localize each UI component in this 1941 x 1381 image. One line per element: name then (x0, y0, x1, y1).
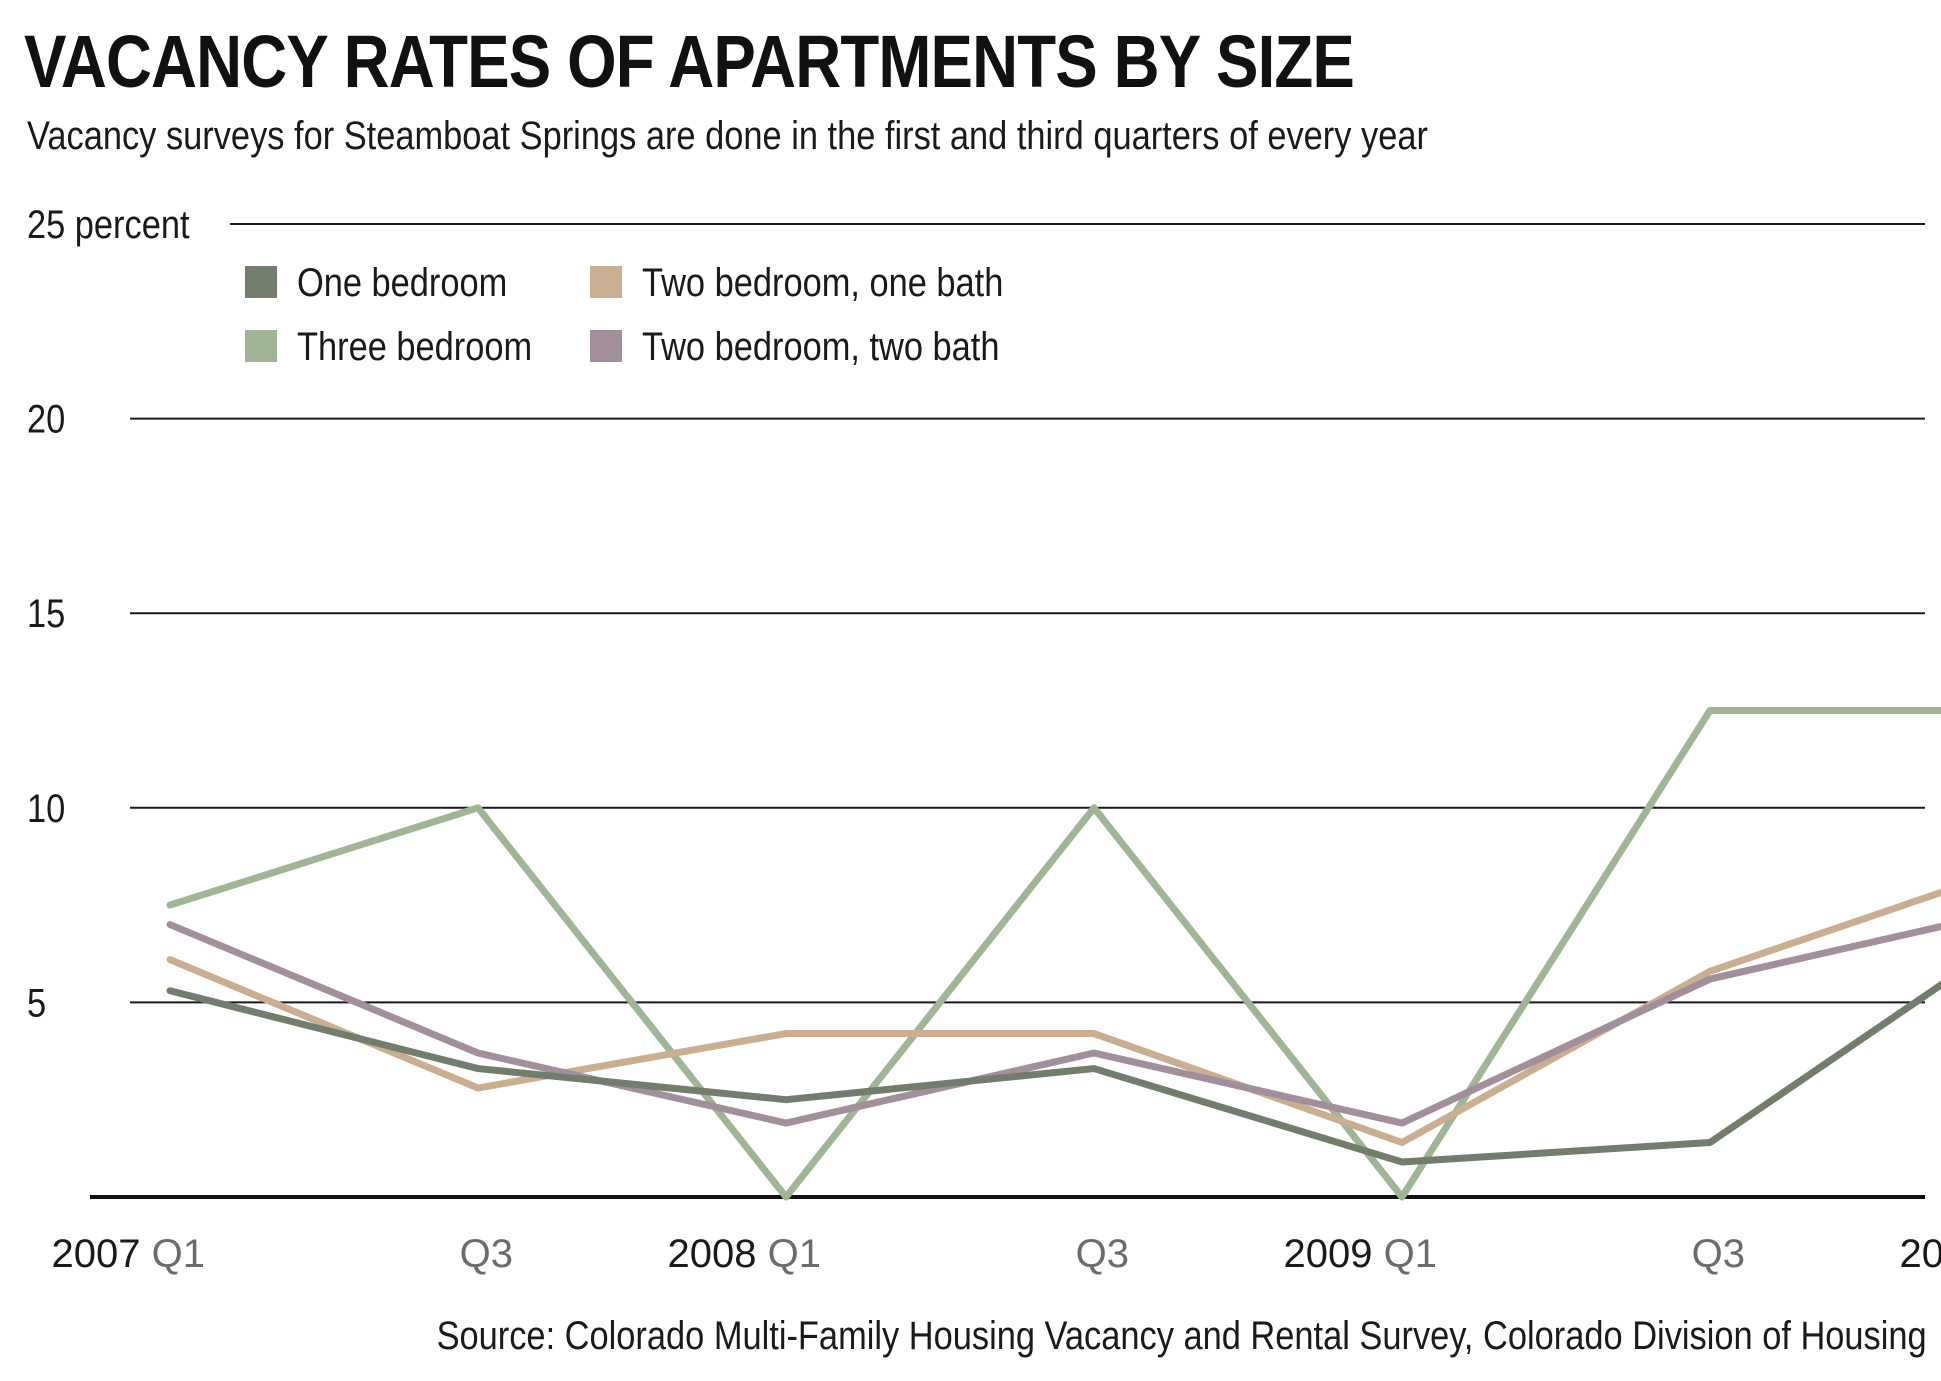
x-tick-year: 2010 (1900, 1232, 1941, 1276)
x-tick-label: 2010 Q1 (1900, 1232, 1941, 1276)
x-tick-label: 2008 Q1 (668, 1232, 821, 1276)
y-tick-label: 5 (27, 980, 46, 1025)
x-tick-quarter: Q1 (152, 1232, 205, 1276)
series-line-three-bedroom (166, 707, 1941, 1201)
legend-swatch-one-bedroom (245, 266, 277, 298)
legend-swatch-three-bedroom (245, 330, 277, 362)
y-tick-label: 10 (27, 785, 65, 830)
x-tick-year: 2007 (52, 1232, 152, 1276)
x-tick-quarter: Q3 (1692, 1232, 1745, 1276)
legend: One bedroom Two bedroom, one bath Three be… (245, 260, 1003, 369)
x-tick-quarter: Q3 (460, 1232, 513, 1276)
x-tick-label: Q3 (460, 1232, 513, 1276)
source-note: Source: Colorado Multi-Family Housing Va… (436, 1314, 1927, 1358)
x-tick-quarter: Q1 (1384, 1232, 1437, 1276)
gridlines (130, 223, 1925, 1004)
y-tick-label: 25 percent (27, 202, 190, 247)
x-tick-label: 2009 Q1 (1284, 1232, 1437, 1276)
x-tick-quarter: Q3 (1076, 1232, 1129, 1276)
x-tick-year: 2009 (1284, 1232, 1384, 1276)
legend-swatch-two-bedroom-two-bath (590, 330, 622, 362)
x-tick-label: 2007 Q1 (52, 1232, 205, 1276)
series-lines (166, 707, 1941, 1201)
legend-label-three-bedroom: Three bedroom (297, 324, 532, 369)
x-tick-label: Q3 (1692, 1232, 1745, 1276)
legend-label-one-bedroom: One bedroom (297, 260, 507, 305)
legend-label-two-bedroom-one-bath: Two bedroom, one bath (642, 260, 1003, 305)
y-tick-label: 15 (27, 591, 65, 636)
y-axis-tick-labels: 5 10 15 20 25 percent (27, 202, 190, 1025)
x-tick-quarter: Q1 (768, 1232, 821, 1276)
series-line-two-bedroom-two-bath (166, 921, 1941, 1127)
legend-label-two-bedroom-two-bath: Two bedroom, two bath (642, 324, 999, 369)
x-tick-year: 2008 (668, 1232, 768, 1276)
chart-title: VACANCY RATES OF APARTMENTS BY SIZE (24, 20, 1355, 103)
x-tick-label: Q3 (1076, 1232, 1129, 1276)
legend-swatch-two-bedroom-one-bath (590, 266, 622, 298)
series-line-one-bedroom (166, 980, 1941, 1166)
chart-subtitle: Vacancy surveys for Steamboat Springs ar… (27, 114, 1428, 158)
y-tick-label: 20 (27, 396, 65, 441)
series-line-two-bedroom-one-bath (166, 888, 1941, 1147)
